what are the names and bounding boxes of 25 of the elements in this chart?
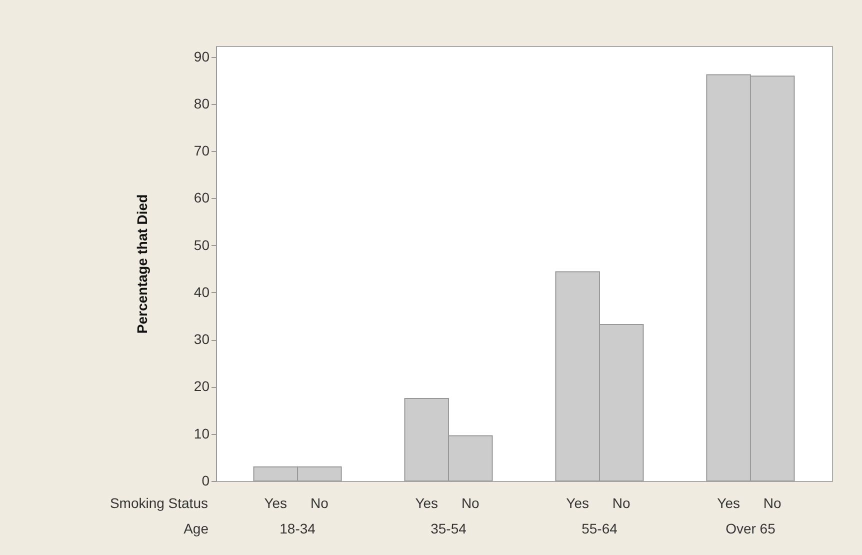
y-tick-label: 30 (194, 331, 210, 348)
y-tick-label: 50 (194, 236, 210, 253)
x-tick-label: Over 65 (726, 520, 776, 536)
text: No (461, 495, 480, 511)
y-tick-label: 20 (194, 378, 210, 394)
x-tick-label: 18-34 (280, 520, 316, 536)
y-tick-label: 80 (194, 95, 210, 112)
x-axis-title: Age (184, 520, 209, 536)
x-tick-label: 55-64 (582, 520, 618, 536)
legend-title: Smoking Status (110, 495, 208, 511)
y-tick-label: 0 (202, 472, 210, 488)
y-tick-label: 70 (194, 142, 210, 159)
y-tick-label: 10 (194, 425, 210, 442)
series-label: Yes (264, 495, 288, 511)
text: Yes (415, 495, 438, 511)
text: Yes (566, 495, 590, 511)
series-label: No (310, 495, 329, 511)
y-tick-label: 90 (194, 48, 210, 64)
text: No (763, 495, 782, 511)
text: Yes (717, 495, 740, 511)
y-axis-title: Percentage that Died (134, 194, 150, 334)
y-tick-label: 60 (194, 190, 210, 206)
x-tick-label: 35-54 (430, 520, 467, 536)
y-tick-label: 40 (194, 284, 210, 300)
text: No (612, 495, 630, 511)
